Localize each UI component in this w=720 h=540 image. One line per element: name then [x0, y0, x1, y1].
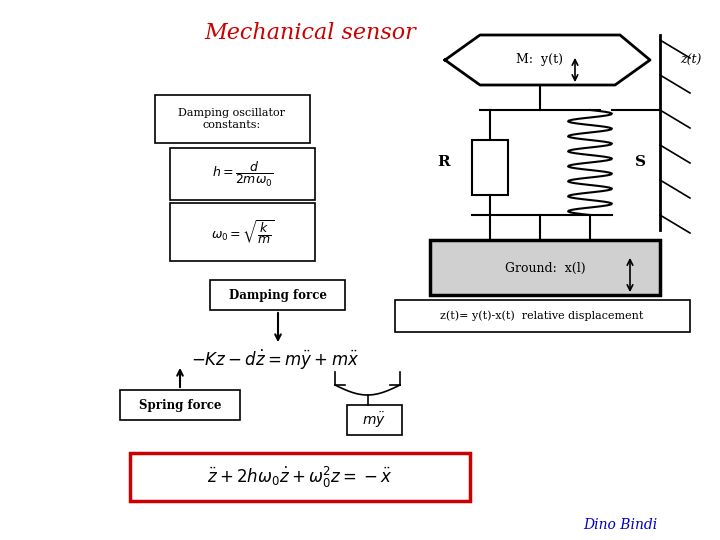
FancyBboxPatch shape	[210, 280, 345, 310]
Text: z(t): z(t)	[680, 53, 701, 66]
Text: $m\ddot{y}$: $m\ddot{y}$	[362, 410, 386, 430]
FancyBboxPatch shape	[170, 203, 315, 261]
Text: Damping force: Damping force	[229, 288, 327, 301]
Text: $\ddot{z}+ 2h\omega_0\dot{z}+ \omega_0^2 z = -\ddot{x}$: $\ddot{z}+ 2h\omega_0\dot{z}+ \omega_0^2…	[207, 464, 392, 490]
Text: Damping oscillator
constants:: Damping oscillator constants:	[179, 108, 286, 130]
FancyBboxPatch shape	[472, 140, 508, 195]
Text: S: S	[635, 155, 646, 169]
Text: $h = \dfrac{d}{2m\omega_0}$: $h = \dfrac{d}{2m\omega_0}$	[212, 159, 274, 188]
Text: M:  y(t): M: y(t)	[516, 52, 564, 65]
FancyBboxPatch shape	[130, 453, 470, 501]
FancyBboxPatch shape	[430, 240, 660, 295]
Text: Dino Bindi: Dino Bindi	[583, 518, 657, 532]
FancyBboxPatch shape	[155, 95, 310, 143]
FancyBboxPatch shape	[170, 148, 315, 200]
Text: $\omega_0 = \sqrt{\dfrac{k}{m}}$: $\omega_0 = \sqrt{\dfrac{k}{m}}$	[211, 218, 275, 246]
Text: z(t)= y(t)-x(t)  relative displacement: z(t)= y(t)-x(t) relative displacement	[441, 310, 644, 321]
Text: Ground:  x(l): Ground: x(l)	[505, 261, 585, 274]
Text: $-Kz - d\dot{z} = m\ddot{y}+ m\ddot{x}$: $-Kz - d\dot{z} = m\ddot{y}+ m\ddot{x}$	[191, 348, 359, 372]
Text: R: R	[437, 155, 450, 169]
Text: Mechanical sensor: Mechanical sensor	[204, 22, 416, 44]
Text: Spring force: Spring force	[139, 399, 221, 411]
FancyBboxPatch shape	[120, 390, 240, 420]
FancyBboxPatch shape	[347, 405, 402, 435]
Polygon shape	[445, 35, 650, 85]
FancyBboxPatch shape	[395, 300, 690, 332]
